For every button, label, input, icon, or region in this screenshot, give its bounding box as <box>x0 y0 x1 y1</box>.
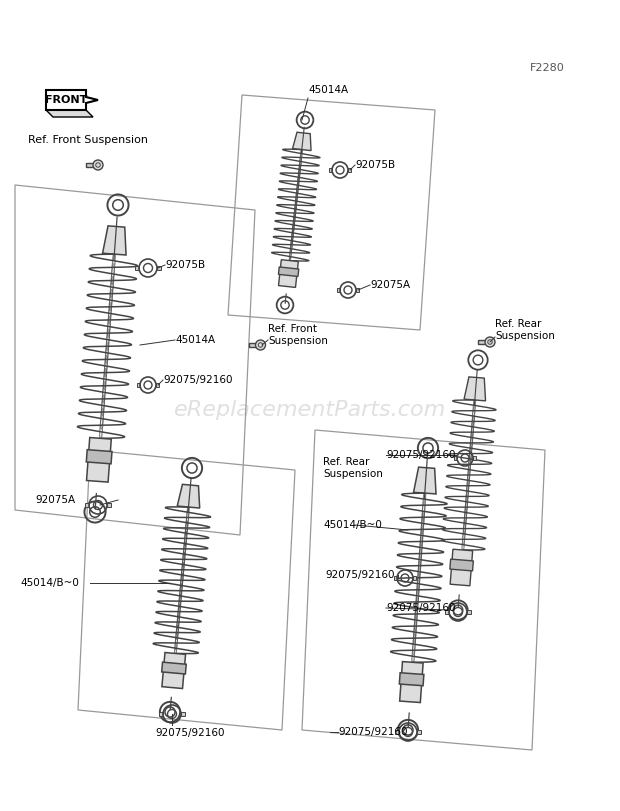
Bar <box>157 266 161 270</box>
Text: 92075/92160: 92075/92160 <box>155 728 224 738</box>
Circle shape <box>485 337 495 347</box>
Bar <box>445 610 449 614</box>
Text: 92075/92160: 92075/92160 <box>338 727 407 737</box>
Polygon shape <box>46 90 98 110</box>
Text: FRONT: FRONT <box>45 95 87 105</box>
Polygon shape <box>278 260 298 287</box>
Text: eReplacementParts.com: eReplacementParts.com <box>174 400 446 420</box>
Polygon shape <box>102 225 126 255</box>
Bar <box>181 712 185 716</box>
Polygon shape <box>249 343 257 347</box>
Text: Ref. Front
Suspension: Ref. Front Suspension <box>268 324 328 345</box>
Polygon shape <box>46 110 93 117</box>
Polygon shape <box>177 484 200 508</box>
Polygon shape <box>162 662 186 674</box>
Text: 45014/B~0: 45014/B~0 <box>323 520 382 530</box>
Bar <box>473 456 476 460</box>
Text: 92075/92160: 92075/92160 <box>386 603 456 613</box>
Bar <box>413 576 417 580</box>
Bar <box>156 383 159 387</box>
Bar <box>107 503 111 507</box>
Text: 92075/92160: 92075/92160 <box>163 375 232 385</box>
Polygon shape <box>477 341 487 344</box>
Text: 92075A: 92075A <box>370 280 410 290</box>
Bar <box>337 288 340 292</box>
Bar <box>395 730 399 734</box>
Text: 92075A: 92075A <box>35 495 75 505</box>
Bar <box>329 168 332 172</box>
Polygon shape <box>400 662 423 702</box>
Text: 45014A: 45014A <box>175 335 215 345</box>
Bar <box>159 712 163 716</box>
Text: 92075B: 92075B <box>165 260 205 270</box>
Bar <box>136 383 140 387</box>
Polygon shape <box>450 559 473 571</box>
Text: 92075/92160: 92075/92160 <box>386 450 456 460</box>
Bar <box>348 168 352 172</box>
Text: Ref. Front Suspension: Ref. Front Suspension <box>28 135 148 145</box>
Bar <box>135 266 139 270</box>
Polygon shape <box>450 549 472 586</box>
Polygon shape <box>464 377 485 401</box>
Text: 92075B: 92075B <box>355 160 395 170</box>
Bar <box>467 610 471 614</box>
Polygon shape <box>87 437 111 482</box>
Text: 45014/B~0: 45014/B~0 <box>20 578 79 588</box>
Polygon shape <box>293 132 311 151</box>
Circle shape <box>255 340 265 350</box>
Circle shape <box>93 160 103 170</box>
Text: 92075/92160: 92075/92160 <box>325 570 394 580</box>
Polygon shape <box>162 653 185 689</box>
Polygon shape <box>86 449 112 464</box>
Polygon shape <box>399 673 424 686</box>
Text: 45014A: 45014A <box>308 85 348 95</box>
Polygon shape <box>278 267 299 277</box>
Bar <box>356 288 360 292</box>
Bar <box>394 576 397 580</box>
Polygon shape <box>414 467 436 494</box>
Text: Ref. Rear
Suspension: Ref. Rear Suspension <box>323 457 383 478</box>
Bar <box>417 730 421 734</box>
Bar <box>85 503 89 507</box>
Polygon shape <box>86 163 94 167</box>
Text: Ref. Rear
Suspension: Ref. Rear Suspension <box>495 320 555 341</box>
Text: F2280: F2280 <box>530 63 565 73</box>
Bar <box>454 456 457 460</box>
